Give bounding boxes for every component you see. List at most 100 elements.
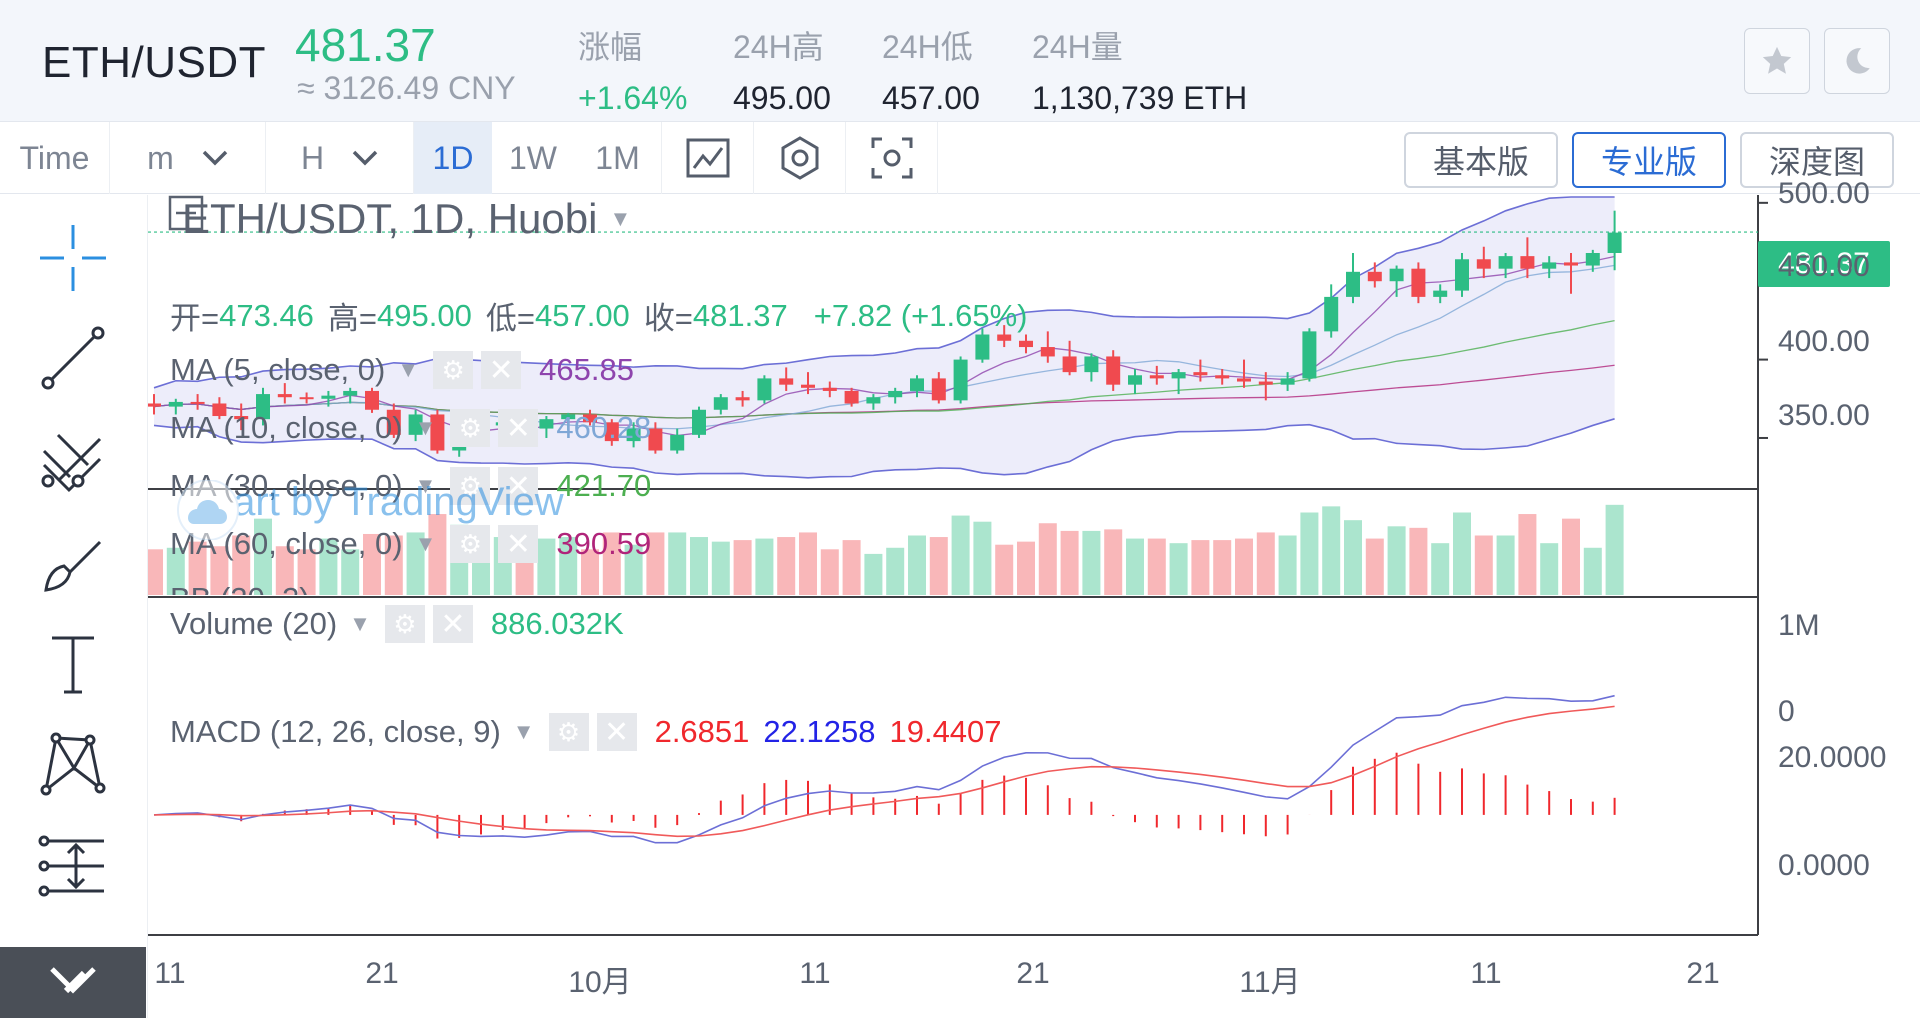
volume-bar bbox=[1540, 543, 1559, 595]
volume-bar bbox=[1038, 523, 1057, 595]
dropdown-arrow-icon[interactable]: ▼ bbox=[414, 531, 437, 556]
volume-bar bbox=[1387, 526, 1406, 595]
volume-bar bbox=[1082, 530, 1101, 595]
more-tools-button[interactable] bbox=[0, 947, 146, 1018]
pitchfork-tool[interactable] bbox=[30, 417, 116, 503]
settings-icon[interactable]: ⚙ bbox=[548, 713, 589, 751]
volume-bar bbox=[1300, 512, 1319, 595]
collapse-square-icon[interactable] bbox=[168, 195, 204, 231]
close-icon[interactable]: ✕ bbox=[498, 525, 539, 563]
volume-axis-label: 1M bbox=[1778, 609, 1820, 642]
close-icon[interactable]: ✕ bbox=[498, 409, 539, 447]
indicator-name: Volume (20) bbox=[170, 606, 338, 641]
volume-bar bbox=[1169, 543, 1188, 595]
bollinger-band-fill bbox=[154, 197, 1615, 478]
close-icon[interactable]: ✕ bbox=[432, 605, 473, 643]
minute-label: m bbox=[147, 139, 174, 176]
theme-toggle-button[interactable] bbox=[1824, 28, 1890, 94]
settings-icon[interactable]: ⚙ bbox=[450, 467, 491, 505]
volume-bar bbox=[1191, 540, 1210, 595]
volume-bar bbox=[148, 549, 163, 595]
last-price-tag: 481.37 bbox=[1758, 241, 1890, 287]
macd-signal-line bbox=[153, 705, 1615, 838]
hour-interval-dropdown[interactable]: H bbox=[266, 122, 414, 194]
stat-low: 24H低 457.00 bbox=[882, 22, 980, 117]
pattern-tool[interactable] bbox=[30, 720, 116, 806]
change-value: +7.82 (+1.65%) bbox=[813, 297, 1028, 333]
close-icon[interactable]: ✕ bbox=[481, 351, 522, 389]
price-axis-label: 450.00 bbox=[1778, 250, 1870, 283]
hexagon-settings-icon bbox=[781, 136, 818, 180]
volume-bar bbox=[602, 532, 621, 595]
candle-body bbox=[1280, 378, 1295, 385]
volume-bar bbox=[319, 538, 338, 595]
volume-bar bbox=[1104, 529, 1123, 595]
candle-body bbox=[365, 390, 379, 410]
volume-bar bbox=[384, 535, 403, 595]
measure-tool[interactable] bbox=[30, 823, 116, 909]
settings-icon[interactable]: ⚙ bbox=[450, 525, 491, 563]
candle-body bbox=[256, 394, 270, 420]
candle-body bbox=[1019, 340, 1033, 348]
ma5-line bbox=[153, 255, 1615, 437]
volume-bar bbox=[1474, 535, 1493, 595]
volume-bar bbox=[1605, 504, 1624, 595]
candle-body bbox=[1302, 331, 1317, 379]
basic-view-button[interactable]: 基本版 bbox=[1404, 132, 1558, 188]
dropdown-arrow-icon[interactable]: ▼ bbox=[609, 206, 632, 231]
chart-title: ETH/USDT, 1D, Huobi bbox=[182, 195, 598, 242]
crosshair-tool[interactable] bbox=[30, 215, 116, 301]
chevron-down-icon bbox=[352, 150, 378, 166]
volume-bar bbox=[646, 532, 665, 595]
dropdown-arrow-icon[interactable]: ▼ bbox=[349, 611, 371, 636]
price-axis-label: 400.00 bbox=[1778, 325, 1870, 358]
ma60-legend: MA (60, close, 0) ▼ ⚙ ✕ 390.59 bbox=[170, 525, 651, 563]
low-value: 457.00 bbox=[534, 297, 630, 333]
dropdown-arrow-icon[interactable]: ▼ bbox=[397, 357, 420, 382]
trend-line-tool[interactable] bbox=[30, 315, 116, 401]
chart-type-button[interactable] bbox=[662, 122, 754, 194]
volume-bar bbox=[559, 537, 578, 595]
settings-icon[interactable]: ⚙ bbox=[433, 351, 474, 389]
indicator-value: 421.70 bbox=[556, 468, 652, 503]
interval-1d-button[interactable]: 1D bbox=[414, 122, 492, 194]
candle-body bbox=[692, 409, 706, 435]
candle-body bbox=[801, 384, 815, 388]
close-icon[interactable]: ✕ bbox=[498, 467, 539, 505]
dropdown-arrow-icon[interactable]: ▼ bbox=[512, 719, 535, 744]
close-icon[interactable]: ✕ bbox=[596, 713, 637, 751]
stat-high: 24H高 495.00 bbox=[733, 22, 831, 117]
volume-bar bbox=[363, 533, 381, 595]
settings-icon[interactable]: ⚙ bbox=[450, 409, 491, 447]
chart-area[interactable]: 481.37 ETH/USDT, 1D, Huobi ▼ 开= 473.46 高… bbox=[148, 177, 1920, 1018]
candle-body bbox=[670, 434, 685, 451]
candle-body bbox=[713, 397, 728, 410]
favorite-button[interactable] bbox=[1744, 28, 1810, 94]
volume-bar bbox=[1518, 514, 1537, 595]
text-tool[interactable] bbox=[30, 620, 116, 706]
candle-body bbox=[1128, 375, 1142, 385]
candle-body bbox=[386, 409, 401, 435]
volume-bar bbox=[929, 537, 948, 595]
candle-body bbox=[1564, 262, 1578, 266]
depth-view-button[interactable]: 深度图 bbox=[1740, 132, 1894, 188]
volume-bar bbox=[1365, 538, 1384, 595]
dropdown-arrow-icon[interactable]: ▼ bbox=[414, 415, 437, 440]
candle-body bbox=[343, 390, 358, 396]
chart-canvas[interactable] bbox=[148, 195, 1920, 1018]
volume-bar bbox=[188, 541, 207, 595]
screenshot-button[interactable] bbox=[846, 122, 938, 194]
settings-icon[interactable]: ⚙ bbox=[384, 605, 425, 643]
indicators-button[interactable] bbox=[754, 122, 846, 194]
indicator-name: BB (20, 2) bbox=[170, 581, 310, 595]
dropdown-arrow-icon[interactable]: ▼ bbox=[414, 473, 437, 498]
hour-label: H bbox=[300, 139, 325, 176]
brush-tool[interactable] bbox=[30, 520, 116, 606]
drawing-toolbar bbox=[0, 195, 148, 1018]
indicator-name: MA (10, close, 0) bbox=[170, 410, 403, 445]
interval-1w-button[interactable]: 1W bbox=[509, 139, 557, 176]
pro-view-button[interactable]: 专业版 bbox=[1572, 132, 1726, 188]
interval-1m-button[interactable]: 1M bbox=[574, 122, 662, 194]
minute-interval-dropdown[interactable]: m bbox=[110, 122, 266, 194]
volume-bar bbox=[1431, 543, 1450, 595]
